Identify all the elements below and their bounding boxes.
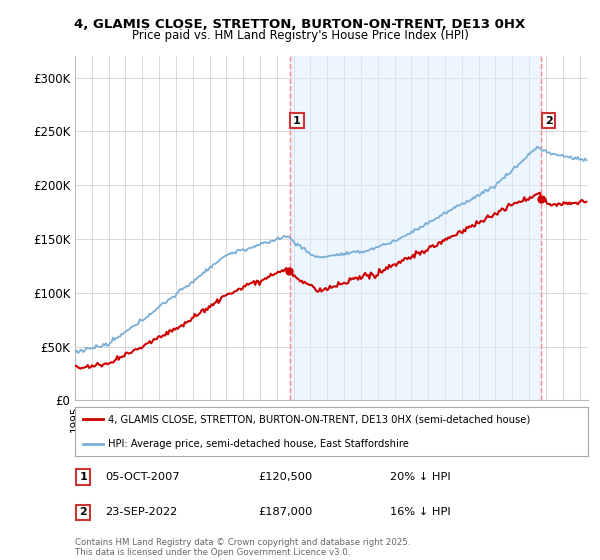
Text: 1: 1	[293, 115, 301, 125]
Text: 4, GLAMIS CLOSE, STRETTON, BURTON-ON-TRENT, DE13 0HX: 4, GLAMIS CLOSE, STRETTON, BURTON-ON-TRE…	[74, 18, 526, 31]
Text: 2: 2	[545, 115, 553, 125]
Text: Contains HM Land Registry data © Crown copyright and database right 2025.
This d: Contains HM Land Registry data © Crown c…	[75, 538, 410, 557]
Text: 20% ↓ HPI: 20% ↓ HPI	[390, 472, 451, 482]
Text: 4, GLAMIS CLOSE, STRETTON, BURTON-ON-TRENT, DE13 0HX (semi-detached house): 4, GLAMIS CLOSE, STRETTON, BURTON-ON-TRE…	[109, 414, 530, 424]
Bar	[290, 56, 541, 400]
Text: 23-SEP-2022: 23-SEP-2022	[105, 507, 177, 517]
Text: £120,500: £120,500	[258, 472, 312, 482]
Text: Price paid vs. HM Land Registry's House Price Index (HPI): Price paid vs. HM Land Registry's House …	[131, 29, 469, 42]
Text: 2: 2	[79, 507, 87, 517]
Text: £187,000: £187,000	[258, 507, 313, 517]
Text: 16% ↓ HPI: 16% ↓ HPI	[390, 507, 451, 517]
Text: HPI: Average price, semi-detached house, East Staffordshire: HPI: Average price, semi-detached house,…	[109, 439, 409, 449]
Text: 1: 1	[79, 472, 87, 482]
Text: 05-OCT-2007: 05-OCT-2007	[105, 472, 179, 482]
